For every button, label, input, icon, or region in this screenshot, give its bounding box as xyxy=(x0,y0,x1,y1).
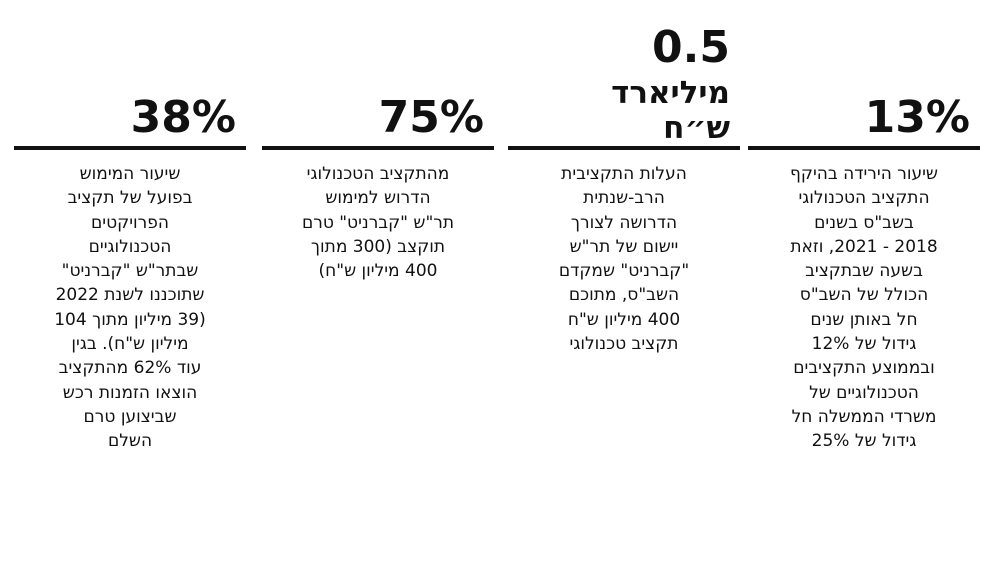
description-line: 2018 - 2021, וזאת xyxy=(790,236,938,257)
headline-line: מיליארד xyxy=(611,75,730,111)
description-line: השלם xyxy=(107,431,153,452)
description-line: תקציב טכנולוגי xyxy=(569,334,679,355)
description: שיעור המימוש בפועל של תקציב הפרויקטים הטכנו… xyxy=(14,162,246,454)
description-line: גידול של 12% xyxy=(811,334,917,355)
headline: 13% xyxy=(748,0,980,144)
headline-line: 38% xyxy=(130,92,236,143)
description-line: העלות התקציבית xyxy=(561,164,687,184)
description-line: השב"ס, מתוכם xyxy=(568,285,680,306)
description-line: מהתקציב הטכנולוגי xyxy=(306,164,450,184)
description-line: משרדי הממשלה חל xyxy=(791,406,937,427)
description-line: הדרושה לצורך xyxy=(570,212,678,233)
headline-line: 75% xyxy=(378,92,484,143)
description-line: גידול של 25% xyxy=(811,431,917,452)
description: שיעור הירידה בהיקף התקציב הטכנולוגי בשב"ס … xyxy=(748,162,980,454)
description-line: שבתר"ש "קברניט" xyxy=(61,261,199,282)
description-line: "קברניט" שמקדם xyxy=(558,261,690,282)
description-line: תוקצב (300 מתוך xyxy=(310,236,446,257)
divider xyxy=(14,146,246,150)
stat-column: 13% שיעור הירידה בהיקף התקציב הטכנולוגי בשב… xyxy=(748,0,980,454)
divider xyxy=(748,146,980,150)
description-line: 400 מיליון ש"ח xyxy=(567,309,681,330)
headline: 75% xyxy=(262,0,494,144)
description-line: הוצאו הזמנות רכש xyxy=(62,382,198,403)
description-line: הרב-שנתית xyxy=(583,188,665,209)
description: מהתקציב הטכנולוגי הדרוש למימוש תר"ש "קברני… xyxy=(262,162,494,283)
description-line: מיליון ש"ח). בגין xyxy=(71,334,189,355)
stat-column: 38% שיעור המימוש בפועל של תקציב הפרויקטים הט… xyxy=(14,0,246,454)
description-line: הטכנולוגיים של xyxy=(809,382,919,403)
description-line: בשב"ס בשנים xyxy=(814,212,914,233)
description-line: (39 מיליון מתוך 104 xyxy=(54,309,206,330)
description-line: בפועל של תקציב xyxy=(67,188,193,209)
divider xyxy=(508,146,740,150)
divider xyxy=(262,146,494,150)
description-line: ובממוצע התקציבים xyxy=(793,358,935,379)
description-line: הכולל של השב"ס xyxy=(799,285,929,306)
headline: 0.5 מיליארד ש״ח xyxy=(508,0,740,144)
headline-line: 13% xyxy=(864,92,970,143)
headline: 38% xyxy=(14,0,246,144)
stat-column: 75% מהתקציב הטכנולוגי הדרוש למימוש תר"ש "קב… xyxy=(262,0,494,283)
description: העלות התקציבית הרב-שנתית הדרושה לצורך יישום… xyxy=(508,162,740,356)
description-line: הפרויקטים xyxy=(91,212,169,233)
description-line: הדרוש למימוש xyxy=(325,188,431,209)
description-line: חל באותן שנים xyxy=(810,309,918,330)
description-line: שיעור הירידה בהיקף xyxy=(790,164,938,184)
description-line: יישום של תר"ש xyxy=(569,236,679,257)
description-line: בשעה שבתקציב xyxy=(805,261,923,282)
description-line: שביצוען טרם xyxy=(83,406,177,427)
description-line: הטכנולוגיים xyxy=(88,236,172,257)
headline-line: 0.5 xyxy=(652,22,730,73)
description-line: תר"ש "קברניט" טרם xyxy=(301,212,455,233)
description-line: שתוכננו לשנת 2022 xyxy=(55,285,205,306)
description-line: 400 מיליון ש"ח) xyxy=(318,261,438,282)
description-line: עוד 62% מהתקציב xyxy=(58,358,202,379)
description-line: התקציב הטכנולוגי xyxy=(798,188,930,209)
headline-line: ש״ח xyxy=(663,110,730,146)
stat-column: 0.5 מיליארד ש״ח העלות התקציבית הרב-שנתית הדרו… xyxy=(508,0,740,356)
description-line: שיעור המימוש xyxy=(79,164,181,184)
